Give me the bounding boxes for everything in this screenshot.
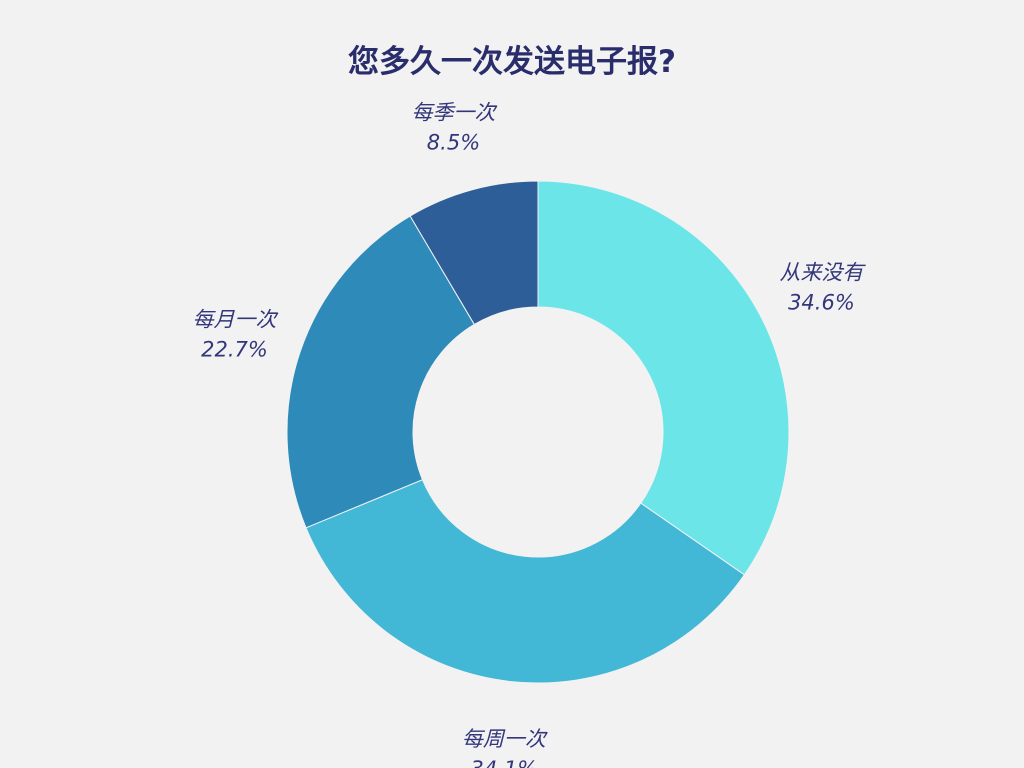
slice-label-3: 每季一次 <box>411 100 497 124</box>
slice-value-0: 34.6% <box>788 290 855 314</box>
slice-labels: 从来没有 34.6% 每周一次 34.1% 每月一次 22.7% 每季一次 8.5% <box>192 100 866 768</box>
slice-label-0: 从来没有 <box>779 260 866 284</box>
slice-value-2: 22.7% <box>201 338 268 362</box>
slice-value-1: 34.1% <box>470 757 537 768</box>
slice-label-1: 每周一次 <box>462 727 548 751</box>
chart-title: 您多久一次发送电子报? <box>348 44 676 80</box>
slice-1 <box>305 479 746 684</box>
donut-slices <box>286 180 790 684</box>
slice-value-3: 8.5% <box>427 130 480 154</box>
slice-3 <box>409 180 539 326</box>
slice-2 <box>286 215 475 529</box>
slice-0 <box>537 180 790 576</box>
slice-label-2: 每月一次 <box>192 308 278 332</box>
